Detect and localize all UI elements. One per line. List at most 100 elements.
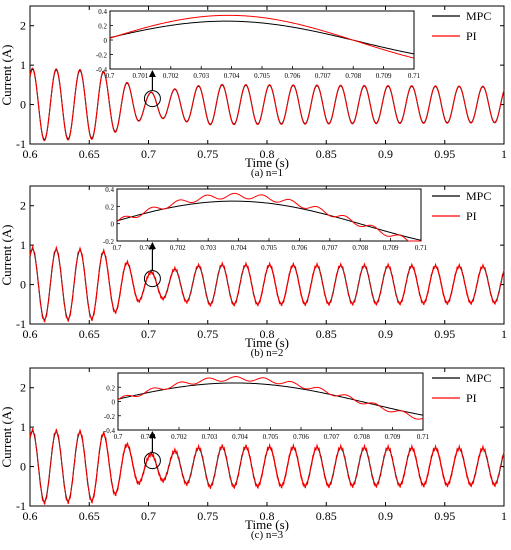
panel-1-x-tick-label: 0.9 bbox=[378, 147, 393, 161]
panel-3-inset-y-tick-label: 0 bbox=[112, 399, 116, 407]
panel-3-y-tick-label: 1 bbox=[20, 420, 26, 434]
panel-2-x-tick-label: 0.6 bbox=[23, 327, 38, 341]
panel-2-y-tick-label: -1 bbox=[16, 317, 26, 331]
panel-2-series-pi bbox=[29, 244, 505, 323]
panel-3-x-tick-label: 0.9 bbox=[378, 509, 393, 523]
panel-1-x-tick-label: 0.65 bbox=[79, 147, 100, 161]
panel-3-inset-x-tick-label: 0.707 bbox=[324, 433, 340, 441]
panel-2-inset-y-tick-label: -0.2 bbox=[103, 238, 115, 246]
panel-2-x-tick-label: 0.95 bbox=[434, 327, 455, 341]
panel-2-inset-x-tick-label: 0.706 bbox=[292, 244, 308, 252]
panel-1-y-tick-label: 1 bbox=[20, 58, 26, 72]
panel-3-x-tick-label: 0.65 bbox=[79, 509, 100, 523]
panel-2-x-tick-label: 0.85 bbox=[316, 327, 337, 341]
panel-3-x-tick-label: 0.6 bbox=[23, 509, 38, 523]
panel-3-x-tick-label: 0.75 bbox=[197, 509, 218, 523]
panel-1-inset-x-tick-label: 0.704 bbox=[224, 72, 240, 80]
panel-3-inset-x-tick-label: 0.71 bbox=[417, 433, 430, 441]
panel-1-zoom-arrow-head bbox=[148, 70, 156, 77]
panel-3-inset-y-tick-label: 0.2 bbox=[106, 384, 115, 392]
panel-3-inset-x-tick-label: 0.7 bbox=[114, 433, 123, 441]
panel-3-inset-x-tick-label: 0.703 bbox=[202, 433, 218, 441]
panel-1-inset-x-tick-label: 0.709 bbox=[376, 72, 392, 80]
panel-2-inset-y-tick-label: 0.2 bbox=[105, 203, 114, 211]
panel-2-inset-x-tick-label: 0.708 bbox=[352, 244, 368, 252]
panel-2-x-axis-label: Time (s) bbox=[245, 335, 289, 350]
panel-1-inset-x-tick-label: 0.703 bbox=[193, 72, 209, 80]
panel-1-y-tick-label: 2 bbox=[20, 19, 26, 33]
panel-1-inset-series-mpc bbox=[109, 20, 415, 55]
panel-1-inset-x-tick-label: 0.708 bbox=[345, 72, 361, 80]
panel-2-inset-x-tick-label: 0.701 bbox=[140, 244, 156, 252]
panel-2-inset-x-tick-label: 0.707 bbox=[322, 244, 338, 252]
panel-1-inset-series-pi bbox=[109, 14, 415, 59]
panel-1-y-axis-label: Current (A) bbox=[0, 44, 14, 105]
panel-3-x-axis-label: Time (s) bbox=[245, 517, 289, 532]
panel-1-inset-y-tick-label: -0.4 bbox=[96, 66, 108, 74]
panel-2-legend-label-mpc: MPC bbox=[466, 189, 491, 203]
panel-1-inset-x-tick-label: 0.702 bbox=[163, 72, 179, 80]
panel-1-y-tick-label: 0 bbox=[20, 98, 26, 112]
panel-1-caption: (a) n=1 bbox=[251, 167, 283, 179]
panel-3-x-tick-label: 1 bbox=[501, 509, 507, 523]
panel-1-inset-x-tick-label: 0.71 bbox=[408, 72, 421, 80]
panel-3-y-tick-label: 0 bbox=[20, 460, 26, 474]
panel-2-x-tick-label: 0.65 bbox=[79, 327, 100, 341]
panel-2-inset-x-tick-label: 0.709 bbox=[383, 244, 399, 252]
panel-1-x-tick-label: 1 bbox=[501, 147, 507, 161]
panel-2-inset-x-tick-label: 0.704 bbox=[231, 244, 247, 252]
panel-3-caption: (c) n=3 bbox=[251, 529, 284, 541]
panel-3-y-axis-label: Current (A) bbox=[0, 406, 14, 467]
panel-1-inset-frame bbox=[109, 10, 415, 70]
panel-1-x-tick-label: 0.8 bbox=[260, 147, 275, 161]
panel-1-x-tick-label: 0.6 bbox=[23, 147, 38, 161]
panel-3-inset-frame bbox=[117, 372, 424, 431]
panel-2-inset-x-tick-label: 0.7 bbox=[113, 244, 122, 252]
panel-2-x-tick-label: 1 bbox=[501, 327, 507, 341]
panel-3-inset-x-tick-label: 0.702 bbox=[171, 433, 187, 441]
panel-2-zoom-arrow-head bbox=[148, 242, 156, 249]
panel-1-series-pi bbox=[29, 67, 505, 142]
panel-2-caption: (b) n=2 bbox=[251, 347, 284, 359]
panel-1-inset-x-tick-label: 0.705 bbox=[254, 72, 270, 80]
panel-3-inset-y-tick-label: -0.2 bbox=[104, 413, 116, 421]
panel-2-inset-series-pi bbox=[116, 192, 421, 242]
panel-3-x-tick-label: 0.95 bbox=[434, 509, 455, 523]
panel-1-inset-y-tick-label: 0.2 bbox=[98, 23, 107, 31]
panel-2-x-tick-label: 0.8 bbox=[260, 327, 275, 341]
panel-1-legend-label-pi: PI bbox=[466, 29, 477, 43]
panel-2-y-tick-label: 1 bbox=[20, 238, 26, 252]
panel-2-inset-x-tick-label: 0.705 bbox=[261, 244, 277, 252]
panel-3-zoom-arrow-head bbox=[148, 431, 156, 438]
panel-2-y-tick-label: 0 bbox=[20, 278, 26, 292]
panel-3-inset-x-tick-label: 0.708 bbox=[354, 433, 370, 441]
panel-3-inset-x-tick-label: 0.706 bbox=[293, 433, 309, 441]
panel-3-y-tick-label: 2 bbox=[20, 381, 26, 395]
panel-3-legend-label-pi: PI bbox=[466, 391, 477, 405]
panel-3-y-tick-label: -1 bbox=[16, 499, 26, 513]
panel-1-legend-label-mpc: MPC bbox=[466, 9, 491, 23]
panel-1-inset-x-tick-label: 0.701 bbox=[133, 72, 149, 80]
panel-1-inset-y-tick-label: 0.4 bbox=[98, 8, 107, 16]
panel-2-inset-x-tick-label: 0.703 bbox=[200, 244, 216, 252]
panel-1-inset-x-tick-label: 0.706 bbox=[285, 72, 301, 80]
panel-3-inset-x-tick-label: 0.704 bbox=[232, 433, 248, 441]
panel-1-inset-x-tick-label: 0.7 bbox=[106, 72, 115, 80]
panel-1-y-tick-label: -1 bbox=[16, 137, 26, 151]
panel-2-inset-x-tick-label: 0.702 bbox=[170, 244, 186, 252]
panel-3-x-tick-label: 0.7 bbox=[141, 509, 156, 523]
panel-1-x-tick-label: 0.95 bbox=[434, 147, 455, 161]
panel-1-x-tick-label: 0.85 bbox=[316, 147, 337, 161]
panel-2-y-axis-label: Current (A) bbox=[0, 224, 14, 285]
panel-3-inset-x-tick-label: 0.709 bbox=[385, 433, 401, 441]
panel-1-x-tick-label: 0.75 bbox=[197, 147, 218, 161]
panel-2-x-tick-label: 0.75 bbox=[197, 327, 218, 341]
panel-3-x-tick-label: 0.85 bbox=[316, 509, 337, 523]
panel-2-inset-y-tick-label: 0.4 bbox=[105, 186, 114, 194]
panel-1-inset-y-tick-label: 0 bbox=[104, 37, 108, 45]
panel-3-inset-y-tick-label: -0.4 bbox=[104, 427, 116, 435]
panel-3-inset-x-tick-label: 0.705 bbox=[263, 433, 279, 441]
panel-2-inset-y-tick-label: 0 bbox=[111, 221, 115, 229]
panel-2-inset-x-tick-label: 0.71 bbox=[415, 244, 428, 252]
